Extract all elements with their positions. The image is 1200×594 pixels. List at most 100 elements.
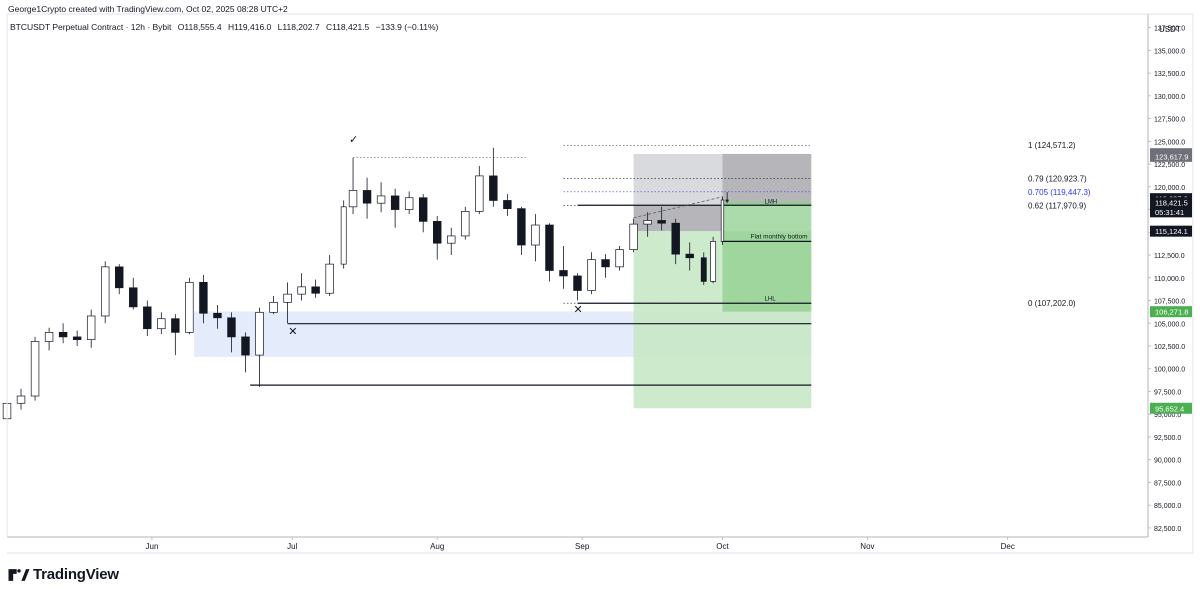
candle-down [129,287,138,308]
price-badge [1150,402,1192,414]
currency-label: USDT [1159,25,1181,34]
y-tick-label: 97,500.0 [1154,389,1181,396]
y-tick-label: 82,500.0 [1154,526,1181,533]
candle-down [72,336,82,340]
y-tick-label: 85,000.0 [1154,503,1181,510]
price-badge-label: 106,271.8 [1155,308,1188,317]
trend-guide-line [633,196,723,219]
candle-down [199,281,208,314]
price-badge [1150,150,1192,162]
y-tick-label: 102,500.0 [1154,344,1185,351]
candle-down [671,222,680,255]
candle-up [376,195,386,204]
candle-up [531,224,540,246]
candle-up [283,293,292,303]
ohlc-high: H119,416.0 [227,22,272,32]
candle-down [517,208,526,246]
price-badge-label: 95,652.4 [1155,404,1184,413]
y-tick-label: 132,500.0 [1154,71,1185,78]
tradingview-wordmark: TradingView [33,566,119,583]
range-zone [722,201,812,312]
y-tick-label: 92,500.0 [1154,435,1181,442]
y-tick-label: 95,000.0 [1154,412,1181,419]
y-tick-label: 110,000.0 [1154,276,1185,283]
candle-up [643,220,652,225]
candle-down [601,259,610,268]
candle-up [615,249,624,268]
ohlc-close: C118,421.5 [325,22,370,32]
cross-marker: ✕ [574,303,583,316]
symbol-title[interactable]: BTCUSDT Perpetual Contract · 12h · Bybit [10,22,172,32]
candle-down [390,195,400,210]
labels-layer: 1 (124,571.2) 0.79 (120,923.7) 0.705 (119,… [288,133,1091,338]
price-badge-label: 115,124.1 [1155,227,1188,236]
annotation-label: Flat monthly bottom [751,234,808,241]
price-badge [1150,206,1192,218]
cross-marker: ✕ [288,325,297,338]
candle-down [545,224,554,271]
fib-label: 0.79 (120,923.7) [1028,174,1087,183]
candle-up [404,197,414,210]
candle-up [475,175,484,212]
candle-down [433,221,442,244]
candle-down [143,306,152,330]
x-tick-label: Sep [575,542,590,551]
axis-layer[interactable]: USDT 82,500.0 85,000.0 87,500.0 90,000.0 92,5… [6,13,1194,554]
candle-up [325,263,334,294]
x-tick-label: Jul [287,542,297,551]
y-tick-label: 120,000.0 [1154,185,1185,192]
candle-up [340,206,347,265]
candle-down [58,331,68,338]
annotation-label: LMH [765,200,778,206]
candle-up [100,266,110,317]
candle-down [115,266,124,289]
y-tick-label: 137,500.0 [1154,26,1185,33]
zones-layer [194,153,812,409]
fib-label: 0.62 (117,970.9) [1028,201,1086,210]
symbol-info[interactable]: BTCUSDT Perpetual Contract · 12h · Bybit… [10,22,442,32]
target-zone [722,153,812,206]
candle-down [657,220,666,224]
y-tick-label: 122,500.0 [1154,162,1185,169]
price-badge-label: 118,421.5 [1155,199,1188,208]
check-marker: ✓ [349,133,358,146]
tradingview-logo: TradingView [8,566,119,583]
target-zone [633,153,723,206]
y-tick-label: 127,500.0 [1154,117,1185,124]
candle-down [418,197,428,222]
candle-down [725,199,729,202]
candle-up [461,211,470,237]
candle-up [30,341,40,397]
candle-up [720,199,725,242]
candle-down [559,270,568,277]
candle-down [503,200,512,209]
candle-up [447,235,456,244]
candle-down [685,253,694,259]
x-tick-label: Jun [146,542,159,551]
candle-up [348,190,358,208]
candle-down [573,275,582,291]
price-badge [1150,197,1192,209]
y-tick-label: 87,500.0 [1154,480,1181,487]
candle-down [700,257,707,282]
price-badge-label: 05:31:41 [1155,208,1184,217]
candle-up [185,281,194,333]
candle-down [241,336,250,356]
candle-down [362,190,372,204]
candle-up [44,331,54,342]
candle-down [227,317,236,338]
x-tick-label: Nov [860,542,874,551]
candle-down [311,286,320,294]
candle-up [16,395,26,404]
candle-up [629,223,638,250]
price-badge-label: 123,617.9 [1155,152,1188,161]
x-tick-label: Oct [716,542,729,551]
ohlc-low: L118,202.7 [277,22,320,32]
candle-down [489,175,498,201]
y-tick-label: 112,500.0 [1154,253,1185,260]
y-tick-label: 100,000.0 [1154,367,1185,374]
y-tick-label: 125,000.0 [1154,139,1185,146]
annotation-label: LHL [765,297,777,303]
candle-down [213,312,222,319]
